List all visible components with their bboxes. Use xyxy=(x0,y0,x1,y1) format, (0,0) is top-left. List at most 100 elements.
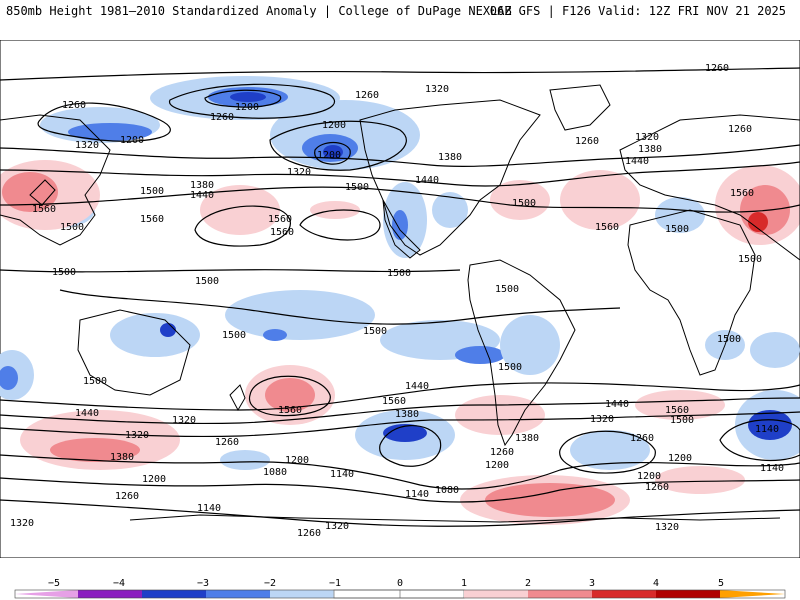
contour-line xyxy=(0,499,800,527)
colorbar-ticks: −5 −4 −3 −2 −1 0 1 2 3 4 5 xyxy=(48,578,724,589)
contour-label: 1560 xyxy=(730,188,754,199)
contour-label: 1260 xyxy=(297,528,321,539)
contour-label: 1320 xyxy=(10,518,34,529)
australia-outline xyxy=(77,309,191,396)
contour-label: 1200 xyxy=(142,474,166,485)
contour-label: 1200 xyxy=(485,460,509,471)
contour-line xyxy=(314,141,351,165)
anomaly-neg xyxy=(263,329,287,341)
anomaly-pos xyxy=(200,185,280,235)
contour-label: 1440 xyxy=(605,399,629,410)
contour-label: 1140 xyxy=(755,424,779,435)
colorbar-label-pos5: 5 xyxy=(718,578,724,589)
colorbar-label-zero: 0 xyxy=(397,578,403,589)
contour-line xyxy=(0,382,800,411)
anomaly-neg xyxy=(383,424,427,442)
colorbar-swatches xyxy=(14,589,786,599)
contour-label: 1140 xyxy=(760,463,784,474)
contour-label: 1140 xyxy=(197,503,221,514)
swatch-pos2 xyxy=(528,590,592,598)
contour-label: 1200 xyxy=(235,102,259,113)
contour-label: 1320 xyxy=(425,84,449,95)
contour-label: 1200 xyxy=(637,471,661,482)
contour-line xyxy=(194,205,291,247)
contour-line xyxy=(379,425,442,467)
colorbar: −5 −4 −3 −2 −1 0 1 2 3 4 5 xyxy=(14,578,786,599)
swatch-neg2 xyxy=(206,590,270,598)
contour-label: 1560 xyxy=(382,396,406,407)
contour-line xyxy=(559,430,656,474)
anomaly-neg xyxy=(750,332,800,368)
contour-labels: 1260 1260 1200 1260 1200 1320 1200 1260 … xyxy=(10,63,784,539)
colorbar-label-neg4: −4 xyxy=(113,578,125,589)
anomaly-neg xyxy=(570,430,650,470)
eurasia-outline xyxy=(619,114,800,261)
anomaly-pos xyxy=(455,395,545,435)
swatch-pos4 xyxy=(656,590,720,598)
contour-line xyxy=(299,209,381,241)
contour-label: 1260 xyxy=(355,90,379,101)
contour-label: 1320 xyxy=(635,132,659,143)
contour-label: 1080 xyxy=(435,485,459,496)
anomaly-neg xyxy=(230,92,266,102)
colorbar-label-neg5: −5 xyxy=(48,578,60,589)
antarctica-outline xyxy=(129,514,781,523)
colorbar-label-neg1: −1 xyxy=(329,578,341,589)
contour-label: 1260 xyxy=(630,433,654,444)
contour-label: 1500 xyxy=(665,224,689,235)
colorbar-label-pos4: 4 xyxy=(653,578,659,589)
contour-label: 1260 xyxy=(62,100,86,111)
swatch-neg1 xyxy=(270,590,334,598)
contour-label: 1500 xyxy=(83,376,107,387)
new-zealand-outline xyxy=(229,384,246,412)
anomaly-pos xyxy=(50,438,140,462)
contour-label: 1200 xyxy=(285,455,309,466)
anomaly-neg xyxy=(160,323,176,337)
header: 850mb Height 1981–2010 Standardized Anom… xyxy=(0,0,800,22)
contour-label: 1560 xyxy=(140,214,164,225)
coastlines xyxy=(0,84,800,523)
contour-line xyxy=(204,89,282,108)
swatch-neg3 xyxy=(142,590,206,598)
contour-label: 1200 xyxy=(120,135,144,146)
anomaly-neg xyxy=(323,145,343,159)
contour-label: 1440 xyxy=(625,156,649,167)
anomaly-pos xyxy=(748,212,768,232)
contour-label: 1380 xyxy=(190,180,214,191)
south-america-outline xyxy=(467,259,576,447)
contour-label: 1500 xyxy=(52,267,76,278)
anomaly-neg xyxy=(500,315,560,375)
contour-label: 1320 xyxy=(287,167,311,178)
contour-label: 1500 xyxy=(195,276,219,287)
contour-label: 1440 xyxy=(405,381,429,392)
anomaly-neg xyxy=(748,410,792,440)
map-panel: 1260 1260 1200 1260 1200 1320 1200 1260 … xyxy=(0,40,800,558)
contour-label: 1500 xyxy=(140,186,164,197)
colorbar-label-neg2: −2 xyxy=(264,578,276,589)
swatch-pos3 xyxy=(592,590,656,598)
swatch-neg4 xyxy=(78,590,142,598)
contour-label: 1560 xyxy=(32,204,56,215)
contour-label: 1380 xyxy=(638,144,662,155)
contour-label: 1500 xyxy=(498,362,522,373)
contour-line xyxy=(248,375,331,417)
anomaly-neg xyxy=(225,290,375,340)
contour-label: 1200 xyxy=(668,453,692,464)
contour-label: 1260 xyxy=(728,124,752,135)
contour-line xyxy=(0,477,800,503)
contour-label: 1500 xyxy=(387,268,411,279)
anomaly-pos xyxy=(490,180,550,220)
contour-label: 1080 xyxy=(263,467,287,478)
swatch-neg5 xyxy=(15,590,78,598)
japan-outline xyxy=(29,179,56,206)
contour-label: 1440 xyxy=(190,190,214,201)
contour-label: 1320 xyxy=(655,522,679,533)
contour-label: 1500 xyxy=(495,284,519,295)
contour-label: 1260 xyxy=(575,136,599,147)
contour-label: 1500 xyxy=(670,415,694,426)
contour-line xyxy=(0,144,800,167)
contour-label: 1380 xyxy=(395,409,419,420)
colorbar-label-pos1: 1 xyxy=(461,578,467,589)
contour-line xyxy=(0,454,800,490)
contour-label: 1500 xyxy=(345,182,369,193)
